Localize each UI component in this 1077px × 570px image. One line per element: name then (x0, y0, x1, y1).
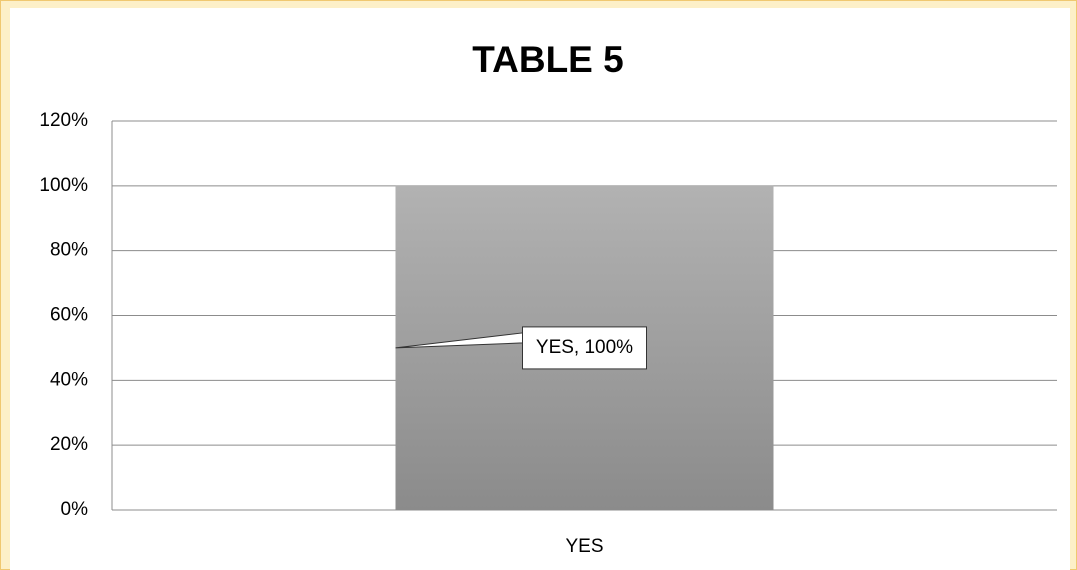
y-tick-label: 80% (50, 240, 88, 261)
y-tick-label: 60% (50, 305, 88, 326)
x-tick-label: YES (565, 536, 603, 557)
chart-title: TABLE 5 (472, 39, 623, 80)
data-label: YES, 100% (536, 337, 633, 358)
data-label-box (522, 326, 647, 370)
y-tick-label: 40% (50, 369, 88, 390)
y-tick-label: 20% (50, 434, 88, 455)
y-tick-label: 120% (39, 110, 88, 131)
y-tick-label: 0% (61, 499, 89, 520)
y-tick-label: 100% (39, 175, 88, 196)
